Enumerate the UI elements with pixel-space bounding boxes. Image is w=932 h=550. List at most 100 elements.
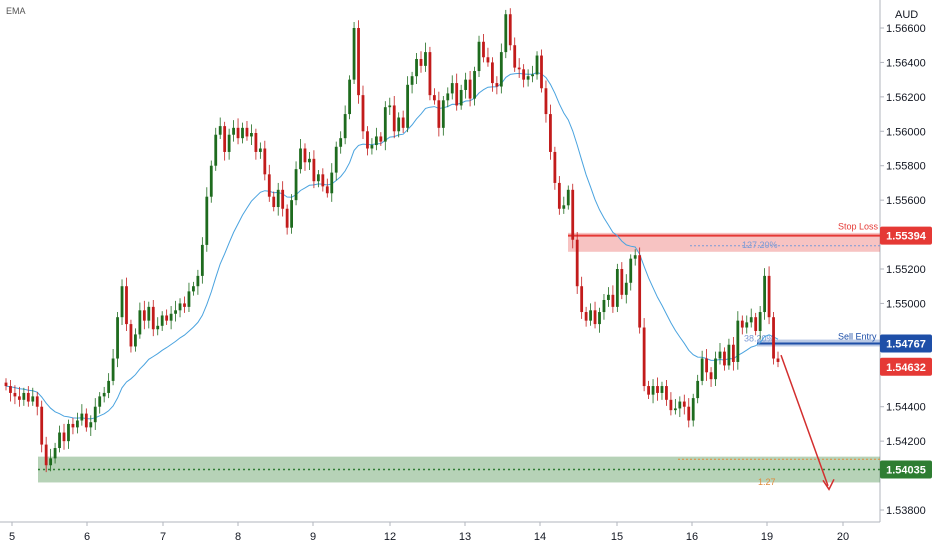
candle-body: [366, 131, 369, 149]
candle-body: [669, 399, 673, 411]
candle-body: [566, 189, 570, 206]
candle-body: [602, 299, 606, 313]
stop-loss-label: Stop Loss: [838, 222, 879, 232]
candle-body: [459, 89, 463, 106]
price-axis[interactable]: 1.56600 1.56400 1.56200 1.56000 1.55800 1.556…: [880, 23, 926, 517]
y-tick-label: 1.56000: [886, 126, 926, 138]
candle: [174, 300, 177, 322]
candle-body: [299, 148, 302, 170]
candle-body: [682, 401, 686, 407]
indicator-label[interactable]: EMA: [6, 6, 26, 16]
candle-body: [75, 420, 79, 428]
candle-body: [464, 79, 468, 90]
candle: [540, 49, 543, 93]
candle-body: [673, 408, 677, 411]
candle-body: [285, 208, 289, 228]
candle-body: [437, 100, 441, 128]
sell-entry-badge-bg: [880, 334, 932, 353]
arrow-head: [822, 479, 835, 491]
candle: [415, 52, 418, 84]
candle: [629, 254, 633, 291]
candle: [486, 47, 490, 67]
candle: [58, 425, 61, 453]
candle-body: [379, 136, 383, 142]
candle-body: [272, 196, 276, 208]
candle-body: [424, 52, 427, 66]
candle: [223, 121, 227, 161]
candle: [366, 126, 369, 156]
candle: [455, 73, 459, 111]
candle: [294, 161, 298, 206]
candle-body: [142, 310, 146, 321]
candle: [566, 185, 570, 210]
candle-body: [696, 380, 700, 399]
candle: [660, 381, 664, 400]
candle: [84, 408, 88, 432]
candle: [392, 95, 396, 139]
candle-body: [214, 134, 218, 166]
candle-body: [263, 148, 267, 175]
candle: [665, 380, 668, 406]
candle: [513, 37, 517, 72]
candle: [343, 105, 347, 145]
currency-label[interactable]: AUD: [895, 9, 918, 21]
time-axis[interactable]: 5 6 7 8 9 12 13 14 15 16 19 20: [9, 522, 849, 543]
y-tick-label: 1.56400: [886, 57, 926, 69]
candle-body: [473, 71, 476, 99]
candle: [482, 34, 485, 63]
candle-body: [468, 79, 472, 99]
candle: [450, 75, 454, 100]
candle-body: [508, 14, 512, 46]
candle: [763, 268, 767, 320]
candle: [526, 69, 530, 87]
candle-body: [58, 432, 61, 449]
candle: [477, 35, 481, 78]
candle-body: [156, 325, 160, 330]
candle-body: [513, 45, 517, 68]
candle-body: [562, 205, 566, 209]
candle: [731, 336, 735, 371]
ema-line: [5, 71, 779, 420]
candle: [107, 373, 111, 399]
candle-body: [312, 158, 316, 182]
sell-entry-label: Sell Entry: [838, 332, 877, 342]
candle-body: [584, 312, 588, 321]
candle-body: [557, 182, 561, 209]
candle-body: [754, 317, 758, 331]
candle: [673, 398, 677, 415]
candle-body: [116, 317, 119, 359]
candle: [584, 306, 588, 327]
candle-body: [40, 406, 44, 445]
y-tick-label: 1.54400: [886, 402, 926, 414]
candle: [187, 282, 191, 313]
candle-body: [745, 322, 749, 328]
candle: [749, 308, 753, 328]
candle-body: [593, 310, 597, 325]
candle: [740, 315, 744, 335]
candle-body: [165, 315, 169, 321]
candle: [258, 142, 262, 159]
candle: [178, 298, 182, 318]
candle-body: [633, 255, 637, 259]
price-badges: 1.55394 1.54767 1.54632 1.54035: [880, 226, 932, 479]
candle: [598, 307, 601, 333]
projection-arrow: [780, 354, 835, 491]
x-tick-label: 14: [534, 531, 546, 543]
candle: [227, 128, 231, 160]
candle: [397, 112, 401, 138]
candle-body: [374, 136, 378, 146]
candle: [49, 448, 53, 472]
candle-body: [517, 67, 521, 70]
candle-body: [303, 148, 307, 163]
candle-body: [192, 286, 195, 292]
candle: [93, 398, 97, 430]
candle-body: [178, 303, 182, 311]
candle-body: [53, 448, 57, 459]
candle: [705, 349, 709, 381]
candle-body: [98, 396, 102, 407]
candle-body: [120, 286, 124, 318]
candle-body: [107, 380, 111, 393]
candle-body: [129, 324, 133, 347]
candle: [437, 91, 441, 137]
